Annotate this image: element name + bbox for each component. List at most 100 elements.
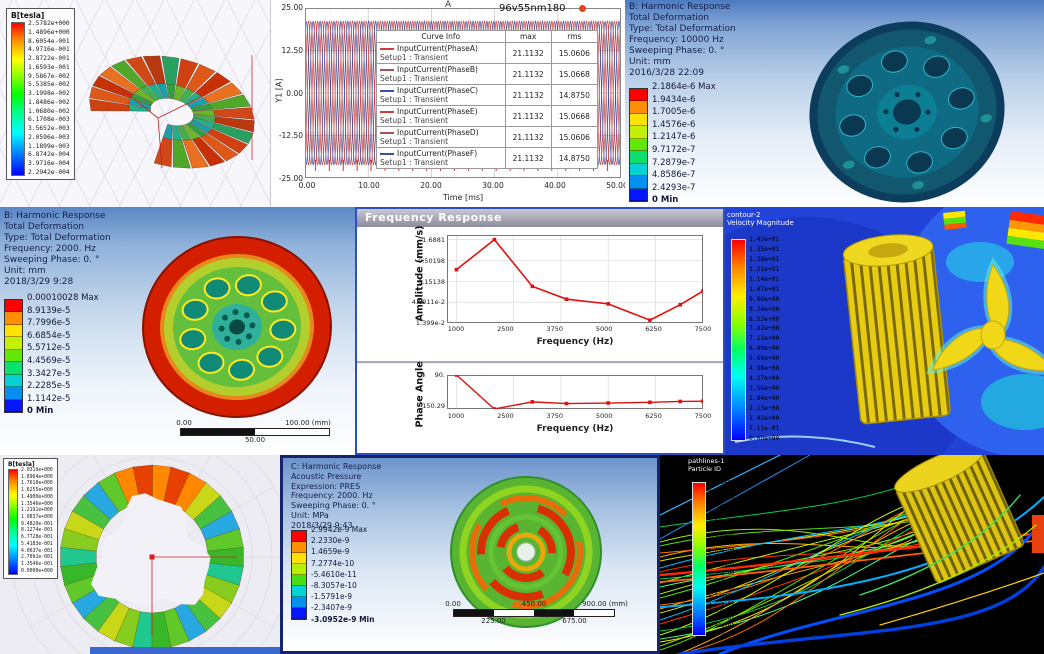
x-tick: 1000 (447, 412, 465, 420)
legend-value: 5.69e+00 (749, 355, 780, 363)
legend-value: 0.00e+00 (708, 630, 735, 637)
legend-value: 7.7996e-5 (27, 318, 71, 329)
legend-band (5, 349, 22, 363)
curve-max: 21.1132 (504, 42, 552, 64)
legend-value: 3.3427e-5 (27, 368, 71, 379)
legend-value: 7.33e-01 (708, 608, 735, 615)
scale-ruler: 0.00 450.00 900.00 (mm) 225.00 675.00 (445, 600, 628, 626)
annotation-text: B: Harmonic Response Total Deformation Typ… (4, 211, 111, 288)
curve-name: InputCurrent(PhaseF) (397, 149, 478, 158)
amplitude-plot-svg (447, 235, 703, 323)
y-tick: 1.399e-2 (415, 319, 445, 327)
legend-value: 8.6054e-001 (28, 37, 70, 45)
annotation-line: Expression: PRES (291, 481, 361, 491)
curve-max: 21.1132 (504, 105, 552, 127)
col-max: max (504, 30, 552, 43)
cfd-graphics-svg (725, 207, 1044, 455)
legend-value: 0.00e+00 (749, 434, 780, 442)
col-curve-info: Curve Info (376, 30, 506, 43)
panel-streamlines: pathlines-1 Particle ID 4.88e+00 4.64e+00… (660, 455, 1044, 654)
legend-value: 1.7005e-6 (652, 107, 696, 118)
legend-value: 1.4896e+000 (28, 28, 70, 36)
curve-setup: Setup1 : Transient (380, 116, 449, 125)
annotation-line: Frequency: 10000 Hz (629, 34, 724, 45)
ruler-start: 0.00 (445, 600, 461, 608)
legend-value: 7.82e+00 (749, 325, 780, 333)
annotation-line: Frequency: 2000. Hz (291, 491, 373, 501)
legend-band (5, 324, 22, 338)
window-titlebar: Frequency Response (357, 209, 723, 227)
plot-title: 96v55nm180 (499, 3, 566, 14)
legend-value: 2.84e+00 (749, 395, 780, 402)
x-axis-label: Time [ms] (442, 193, 484, 202)
legend-value: 4.9716e-001 (28, 46, 70, 54)
legend-value: 3.9716e-004 (28, 160, 70, 167)
edge-contour-patch (1032, 515, 1044, 553)
x-tick: 10.00 (358, 181, 380, 190)
legend-value: 3.1998e-002 (28, 90, 70, 97)
x-tick: 5000 (595, 412, 613, 420)
pressure-legend: 2.9942e-9 Max 2.2330e-9 1.4659e-9 7.2774e-1… (291, 526, 374, 623)
legend-value: 2.13e+00 (749, 404, 780, 412)
legend-value: 4.8586e-7 (652, 170, 696, 181)
legend-value: 2.93e+00 (708, 540, 735, 547)
legend-value: 1.4576e-6 (652, 119, 696, 130)
legend-colorbar (8, 469, 18, 575)
legend-value: 1.6593e-001 (28, 63, 70, 71)
bottom-strip (90, 647, 280, 654)
legend-value: 1.2191e+000 (21, 508, 53, 514)
curve-rms: 15.0606 (550, 42, 599, 64)
annotation-line: Frequency: 2000. Hz (4, 243, 96, 254)
annotation-line: 2018/3/29 9:28 (4, 276, 74, 287)
legend-value: 6.1708e-003 (28, 116, 70, 124)
legend-value: 1.9434e-6 (652, 94, 696, 105)
annotation-line: Unit: mm (629, 56, 671, 67)
legend-value: 1.28e+01 (749, 255, 780, 263)
legend-value: 1.07e+01 (749, 285, 780, 293)
legend-value: 9.77e-01 (708, 600, 735, 607)
legend-value: 1.1899e-003 (28, 142, 70, 150)
fan-blades (925, 257, 1044, 375)
legend-value: 1.71e+00 (708, 578, 735, 585)
legend-value: 6.8742e-004 (28, 151, 70, 159)
legend-value: 4.64e+00 (708, 487, 735, 494)
legend-band (292, 553, 306, 564)
curve-table-header: Curve Info max rms (376, 30, 599, 43)
disc-svg (450, 476, 602, 628)
phase-plot-svg (447, 375, 703, 409)
legend-value: 1.0837e+000 (21, 515, 53, 521)
legend-band (292, 531, 306, 542)
plot-divider (357, 361, 723, 363)
curve-name: InputCurrent(PhaseC) (397, 86, 479, 95)
y-tick: 0.15138 (418, 277, 445, 286)
legend-labels: 1.42e+01 1.35e+01 1.28e+01 1.21e+01 1.14e+01… (749, 236, 779, 442)
legend-value: 3.18e+00 (708, 532, 735, 539)
legend-band (5, 300, 22, 313)
legend-band (5, 374, 22, 388)
curve-swatch-icon (380, 132, 394, 134)
x-tick: 6250 (645, 412, 662, 420)
legend-value: -8.3057e-10 (311, 580, 357, 590)
curve-rms: 15.0606 (550, 126, 599, 148)
stream-gear (894, 455, 1025, 584)
wheel-red-svg (142, 235, 332, 419)
curve-setup: Setup1 : Transient (380, 158, 449, 167)
legend-value: 0.00010028 Max (27, 293, 99, 303)
curve-row: InputCurrent(PhaseE) Setup1 : Transient 2… (376, 105, 599, 127)
legend-band (630, 113, 647, 127)
curve-row: InputCurrent(PhaseC) Setup1 : Transient 2… (376, 84, 599, 106)
particle-legend: pathlines-1 Particle ID (688, 457, 724, 474)
legend-value: 2.8722e-001 (28, 55, 70, 62)
annotation-line: Total Deformation (629, 12, 710, 23)
legend-value: 3.42e+00 (708, 525, 735, 532)
x-tick: 7500 (694, 412, 712, 420)
curve-name: InputCurrent(PhaseB) (397, 65, 478, 74)
legend-value: 2.4293e-7 (652, 182, 696, 193)
curve-swatch-icon (380, 111, 394, 113)
ruler-end: 100.00 (mm) (285, 419, 331, 427)
ring-svg (11, 455, 280, 654)
annotation-text: C: Harmonic Response Acoustic Pressure Exp… (291, 462, 381, 530)
panel-harmonic-red: B: Harmonic Response Total Deformation Typ… (0, 207, 355, 455)
legend-title: B[tesla] (8, 461, 35, 468)
annotation-line: Sweeping Phase: 0. ° (291, 501, 376, 510)
